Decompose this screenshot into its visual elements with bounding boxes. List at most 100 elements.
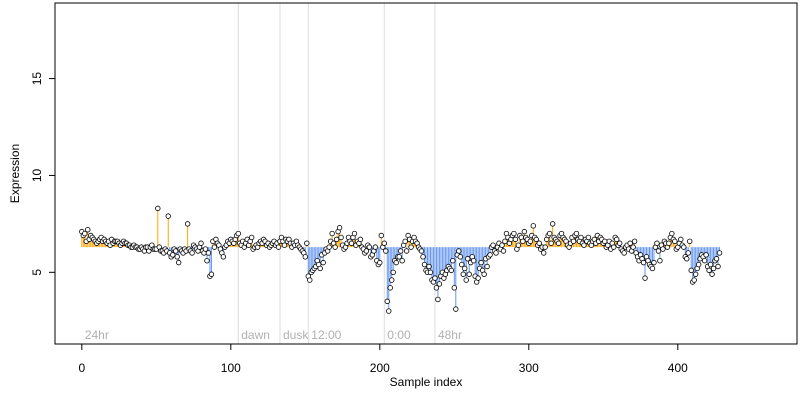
data-point bbox=[463, 277, 469, 283]
data-point bbox=[333, 236, 340, 243]
data-point bbox=[281, 242, 288, 248]
data-point bbox=[660, 246, 666, 252]
data-point bbox=[418, 248, 425, 254]
data-point bbox=[383, 248, 389, 254]
data-point bbox=[435, 296, 441, 303]
data-point bbox=[248, 234, 255, 241]
data-point bbox=[332, 244, 338, 250]
data-point bbox=[433, 285, 440, 291]
data-point bbox=[481, 271, 487, 277]
segment-divider-lines bbox=[237, 3, 436, 344]
segment-label: 48hr bbox=[438, 328, 462, 342]
segment-label: 24hr bbox=[85, 328, 109, 342]
data-point bbox=[448, 267, 455, 274]
segment-labels: 24hr dawn dusk 12:00 0:00 48hr bbox=[85, 328, 462, 342]
data-point bbox=[578, 234, 584, 241]
data-point bbox=[450, 257, 456, 264]
data-point bbox=[208, 271, 215, 277]
data-point bbox=[427, 269, 434, 276]
data-point bbox=[420, 254, 426, 260]
x-axis: 0 100 200 300 400 bbox=[78, 343, 688, 375]
data-point bbox=[220, 254, 227, 260]
data-point bbox=[642, 275, 648, 281]
data-point bbox=[466, 271, 472, 277]
data-point bbox=[707, 261, 714, 268]
data-point bbox=[387, 285, 393, 291]
data-point bbox=[329, 230, 335, 237]
data-point bbox=[706, 267, 712, 274]
data-point bbox=[462, 265, 468, 272]
data-point bbox=[692, 271, 699, 277]
data-point bbox=[381, 240, 387, 246]
x-tick-label: 200 bbox=[370, 361, 390, 375]
data-point bbox=[317, 265, 323, 272]
data-point bbox=[484, 263, 490, 270]
data-point bbox=[189, 250, 195, 256]
data-point bbox=[685, 250, 691, 256]
data-point bbox=[275, 244, 282, 250]
data-point bbox=[666, 240, 672, 246]
data-point bbox=[453, 306, 459, 312]
data-point bbox=[709, 271, 715, 277]
x-axis-title: Sample index bbox=[390, 375, 463, 389]
data-point bbox=[521, 228, 528, 235]
data-point bbox=[581, 242, 587, 248]
y-tick-label: 15 bbox=[30, 72, 44, 86]
data-point bbox=[326, 244, 332, 250]
data-point bbox=[548, 240, 554, 246]
data-point bbox=[536, 240, 542, 246]
data-point bbox=[402, 238, 408, 245]
data-point bbox=[399, 257, 405, 264]
data-point bbox=[390, 269, 396, 276]
data-point bbox=[713, 256, 720, 262]
y-axis: 5 10 15 bbox=[30, 72, 56, 276]
data-point bbox=[357, 236, 364, 243]
x-tick-label: 100 bbox=[221, 361, 241, 375]
data-point bbox=[630, 244, 636, 250]
data-point bbox=[456, 248, 462, 254]
data-point bbox=[172, 248, 179, 254]
data-point bbox=[235, 230, 241, 237]
x-tick-label: 0 bbox=[78, 361, 85, 375]
data-point bbox=[351, 230, 358, 237]
data-point bbox=[585, 234, 592, 241]
data-point bbox=[175, 259, 182, 266]
data-point bbox=[710, 265, 717, 272]
data-point bbox=[511, 230, 517, 237]
data-point bbox=[493, 250, 499, 256]
data-point bbox=[570, 238, 577, 245]
data-point bbox=[184, 221, 191, 227]
data-point bbox=[460, 271, 466, 277]
data-point bbox=[155, 205, 161, 212]
data-point bbox=[211, 244, 218, 250]
data-points bbox=[79, 205, 723, 314]
data-point bbox=[378, 232, 385, 239]
data-point bbox=[436, 281, 443, 287]
data-point bbox=[372, 244, 379, 250]
data-point bbox=[426, 263, 432, 270]
data-point bbox=[533, 236, 539, 243]
data-point bbox=[640, 259, 647, 266]
data-point bbox=[470, 257, 477, 264]
data-point bbox=[451, 285, 458, 291]
y-axis-title: Expression bbox=[8, 144, 22, 203]
data-point bbox=[520, 238, 526, 245]
data-point bbox=[678, 236, 684, 243]
data-point bbox=[397, 248, 404, 254]
data-point bbox=[198, 240, 204, 246]
data-point bbox=[384, 298, 390, 305]
data-point bbox=[205, 250, 212, 256]
data-point bbox=[621, 250, 627, 256]
data-point bbox=[336, 225, 343, 231]
data-point bbox=[170, 252, 176, 258]
y-tick-label: 5 bbox=[30, 269, 44, 276]
data-point bbox=[366, 244, 373, 250]
data-point bbox=[655, 248, 662, 254]
data-point bbox=[654, 240, 660, 246]
data-point bbox=[549, 221, 556, 227]
data-point bbox=[307, 277, 313, 283]
data-point bbox=[396, 254, 402, 260]
data-point bbox=[421, 261, 428, 268]
data-point bbox=[408, 244, 414, 250]
